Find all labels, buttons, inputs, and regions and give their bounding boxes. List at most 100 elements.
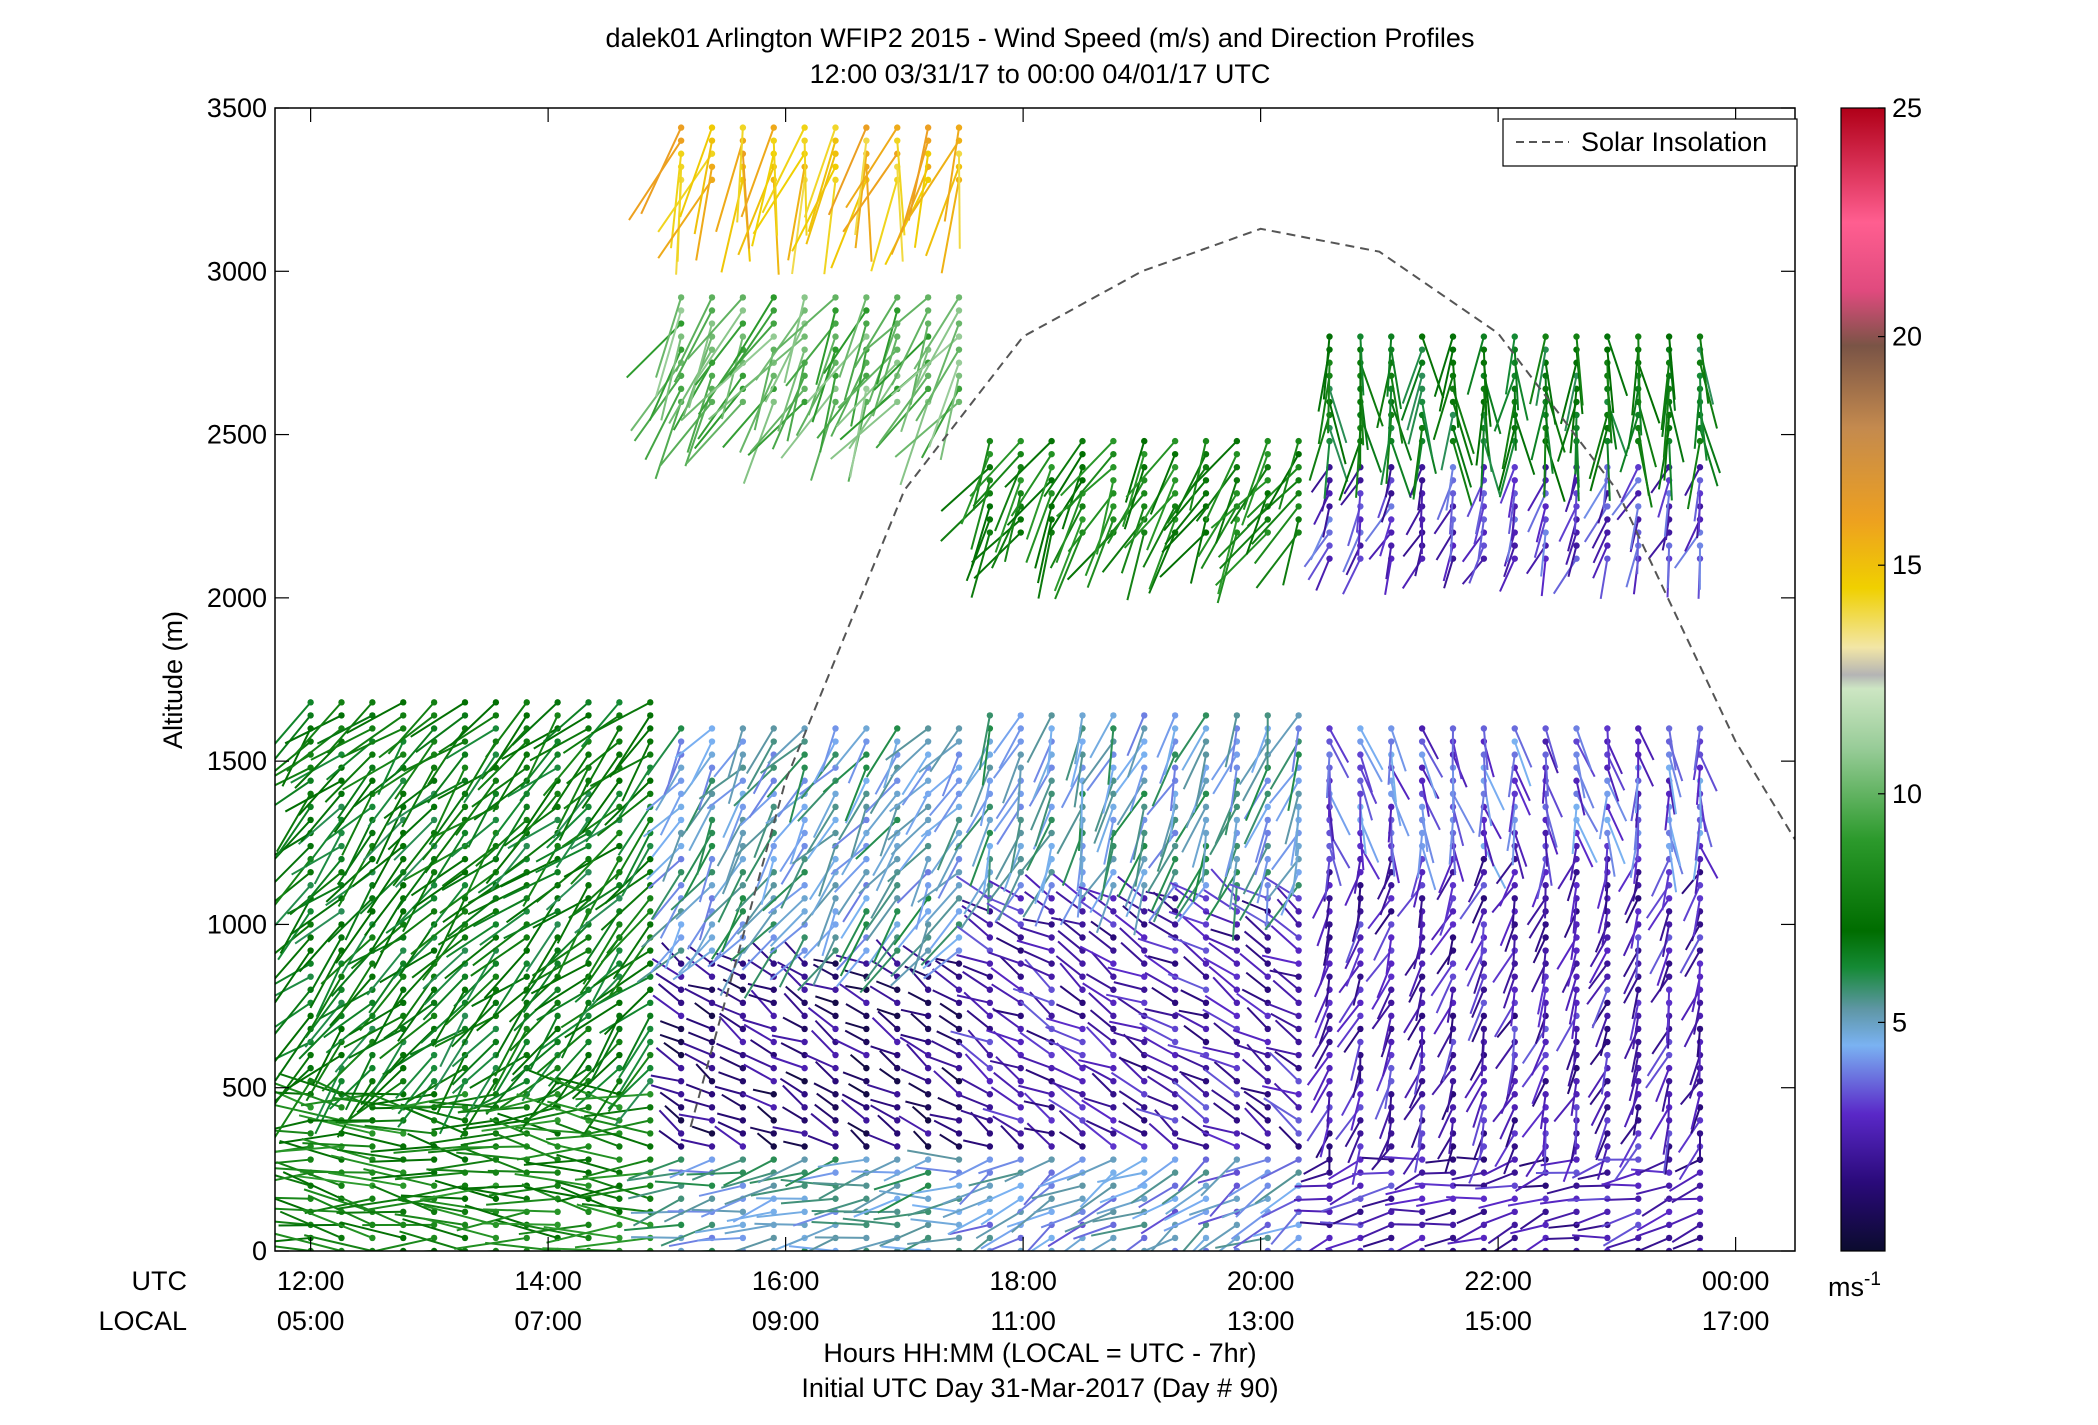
- wind-barb-shaft: [1328, 767, 1332, 810]
- wind-barb-shaft: [658, 1129, 682, 1148]
- wind-barb-dot: [1079, 934, 1086, 941]
- wind-barb-shaft: [1150, 1224, 1176, 1251]
- wind-barb-shaft: [1167, 973, 1207, 991]
- wind-barb-shaft: [467, 793, 497, 848]
- wind-barb-shaft: [1034, 858, 1053, 905]
- wind-barb-dot: [1264, 450, 1271, 458]
- wind-barb-shaft: [516, 1145, 589, 1161]
- wind-barb-dot: [894, 137, 901, 144]
- wind-barb-dot: [1388, 999, 1395, 1007]
- wind-barb-dot: [739, 1156, 747, 1163]
- wind-barb-shaft: [387, 806, 435, 851]
- wind-barb-dot: [1202, 1169, 1210, 1176]
- wind-barb-shaft: [1678, 1145, 1701, 1181]
- wind-barb-dot: [1665, 1208, 1673, 1216]
- wind-barb-shaft: [344, 819, 374, 876]
- wind-barb-dot: [461, 699, 469, 706]
- wind-barb-shaft: [603, 989, 651, 1036]
- wind-barb-shaft: [438, 714, 497, 754]
- wind-barb-shaft: [352, 845, 404, 888]
- wind-barb-dot: [1449, 934, 1457, 941]
- wind-barb-dot: [338, 1051, 345, 1059]
- wind-barb-shaft: [1272, 979, 1300, 1004]
- wind-barb-shaft: [399, 1230, 466, 1251]
- wind-barb-dot: [430, 1051, 438, 1059]
- wind-barb-shaft: [566, 740, 620, 785]
- wind-barb-dot: [1696, 1195, 1704, 1202]
- wind-barb-dot: [1326, 333, 1333, 340]
- wind-barb-shaft: [772, 296, 837, 354]
- wind-barb-shaft: [1318, 1015, 1331, 1045]
- wind-barb-shaft: [877, 1184, 929, 1214]
- wind-barb-dot: [585, 1025, 592, 1033]
- wind-barb-shaft: [732, 1197, 775, 1223]
- wind-barb-dot: [369, 699, 376, 706]
- wind-barb-shaft: [1102, 767, 1115, 814]
- wind-barb-shaft: [890, 335, 960, 397]
- wind-barb-shaft: [1575, 832, 1594, 868]
- wind-barb-dot: [677, 882, 685, 889]
- wind-barb-shaft: [580, 1119, 651, 1137]
- wind-barb-dot: [1110, 921, 1117, 928]
- wind-barb-dot: [770, 1208, 777, 1216]
- wind-barb-dot: [430, 908, 438, 915]
- wind-barb-shaft: [657, 983, 682, 1004]
- wind-barb-dot: [1388, 529, 1395, 536]
- wind-barb-dot: [1480, 725, 1488, 732]
- wind-barb-shaft: [933, 1070, 960, 1095]
- wind-barb-dot: [1388, 1247, 1395, 1251]
- wind-barb-dot: [1110, 1077, 1117, 1085]
- wind-barb-shaft: [1188, 1197, 1238, 1216]
- wind-barb-dot: [461, 1208, 469, 1216]
- wind-barb-dot: [461, 1117, 469, 1124]
- wind-barb-shaft: [785, 985, 806, 1004]
- wind-barb-shaft: [515, 1126, 589, 1135]
- wind-barb-shaft: [1632, 1015, 1640, 1050]
- wind-barb-dot: [616, 1221, 623, 1229]
- wind-barb-dot: [523, 1038, 530, 1046]
- wind-barb-shaft: [571, 1054, 621, 1100]
- wind-barb-dot: [770, 842, 777, 850]
- wind-barb-shaft: [1359, 780, 1374, 821]
- wind-barb-shaft: [664, 924, 683, 970]
- wind-barb-shaft: [1345, 950, 1362, 987]
- wind-barb-shaft: [356, 1067, 404, 1114]
- wind-barb-dot: [1233, 1221, 1241, 1229]
- wind-barb-dot: [770, 1130, 777, 1137]
- wind-barb-shaft: [898, 1115, 929, 1135]
- wind-barb-shaft: [1478, 793, 1485, 837]
- wind-barb-dot: [770, 934, 777, 941]
- wind-barb-shaft: [1614, 1145, 1640, 1181]
- wind-barb-dot: [1017, 738, 1024, 745]
- wind-barb-dot: [1171, 1038, 1179, 1046]
- wind-barb-shaft: [890, 949, 929, 987]
- y-tick-label: 0: [252, 1236, 267, 1266]
- wind-barb-shaft: [1367, 897, 1393, 930]
- wind-barb-dot: [1048, 1143, 1055, 1150]
- wind-barb-shaft: [1446, 937, 1454, 965]
- wind-barb-dot: [307, 764, 314, 771]
- wind-barb-dot: [1604, 1208, 1611, 1216]
- y-tick-label: 2000: [207, 583, 267, 613]
- wind-barb-shaft: [1172, 1080, 1207, 1109]
- wind-barb-shaft: [275, 1080, 312, 1139]
- wind-barb-dot: [1511, 1182, 1518, 1189]
- wind-barb-shaft: [1482, 754, 1488, 797]
- wind-barb-shaft: [1254, 1171, 1300, 1205]
- wind-barb-dot: [1449, 882, 1457, 889]
- wind-barb-dot: [1635, 1143, 1642, 1150]
- wind-barb-shaft: [1359, 754, 1373, 793]
- wind-barb-shaft: [849, 1053, 868, 1069]
- wind-barb-dot: [1635, 1104, 1642, 1111]
- wind-barb-shaft: [1606, 728, 1611, 767]
- wind-barb-shaft: [350, 923, 404, 970]
- wind-barb-dot: [1017, 437, 1024, 445]
- wind-barb-shaft: [659, 793, 683, 836]
- wind-barb-shaft: [922, 766, 960, 799]
- wind-barb-shaft: [644, 388, 683, 461]
- wind-barb-dot: [492, 1038, 500, 1046]
- wind-barb-shaft: [420, 1002, 466, 1044]
- wind-barb-shaft: [1086, 754, 1115, 792]
- wind-barb-dot: [955, 398, 963, 406]
